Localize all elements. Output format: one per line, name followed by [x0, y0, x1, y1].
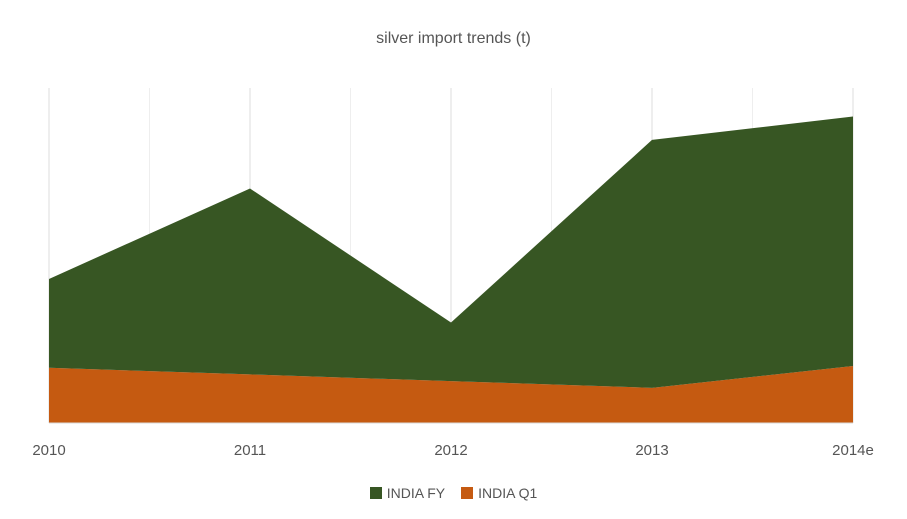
x-tick-label: 2011 [234, 442, 266, 459]
area-series-layer [49, 116, 853, 423]
area-series-india-q1 [49, 366, 853, 423]
legend-label: INDIA FY [386, 485, 446, 501]
legend-swatch [369, 487, 382, 499]
legend-item: INDIA FY [369, 485, 446, 501]
legend-item: INDIA Q1 [461, 485, 537, 501]
legend-label: INDIA Q1 [478, 485, 538, 501]
x-tick-label: 2012 [434, 442, 467, 459]
chart-title: silver import trends (t) [376, 30, 531, 47]
x-tick-label: 2013 [635, 442, 668, 459]
x-axis-tick-labels: 2010 2011 2012 2013 2014e [32, 442, 874, 459]
area-series-india-fy [49, 116, 853, 388]
legend-swatch [461, 487, 474, 499]
legend: INDIA FY INDIA Q1 [0, 485, 907, 502]
x-tick-label: 2010 [32, 442, 65, 459]
x-tick-label: 2014e [832, 442, 874, 459]
